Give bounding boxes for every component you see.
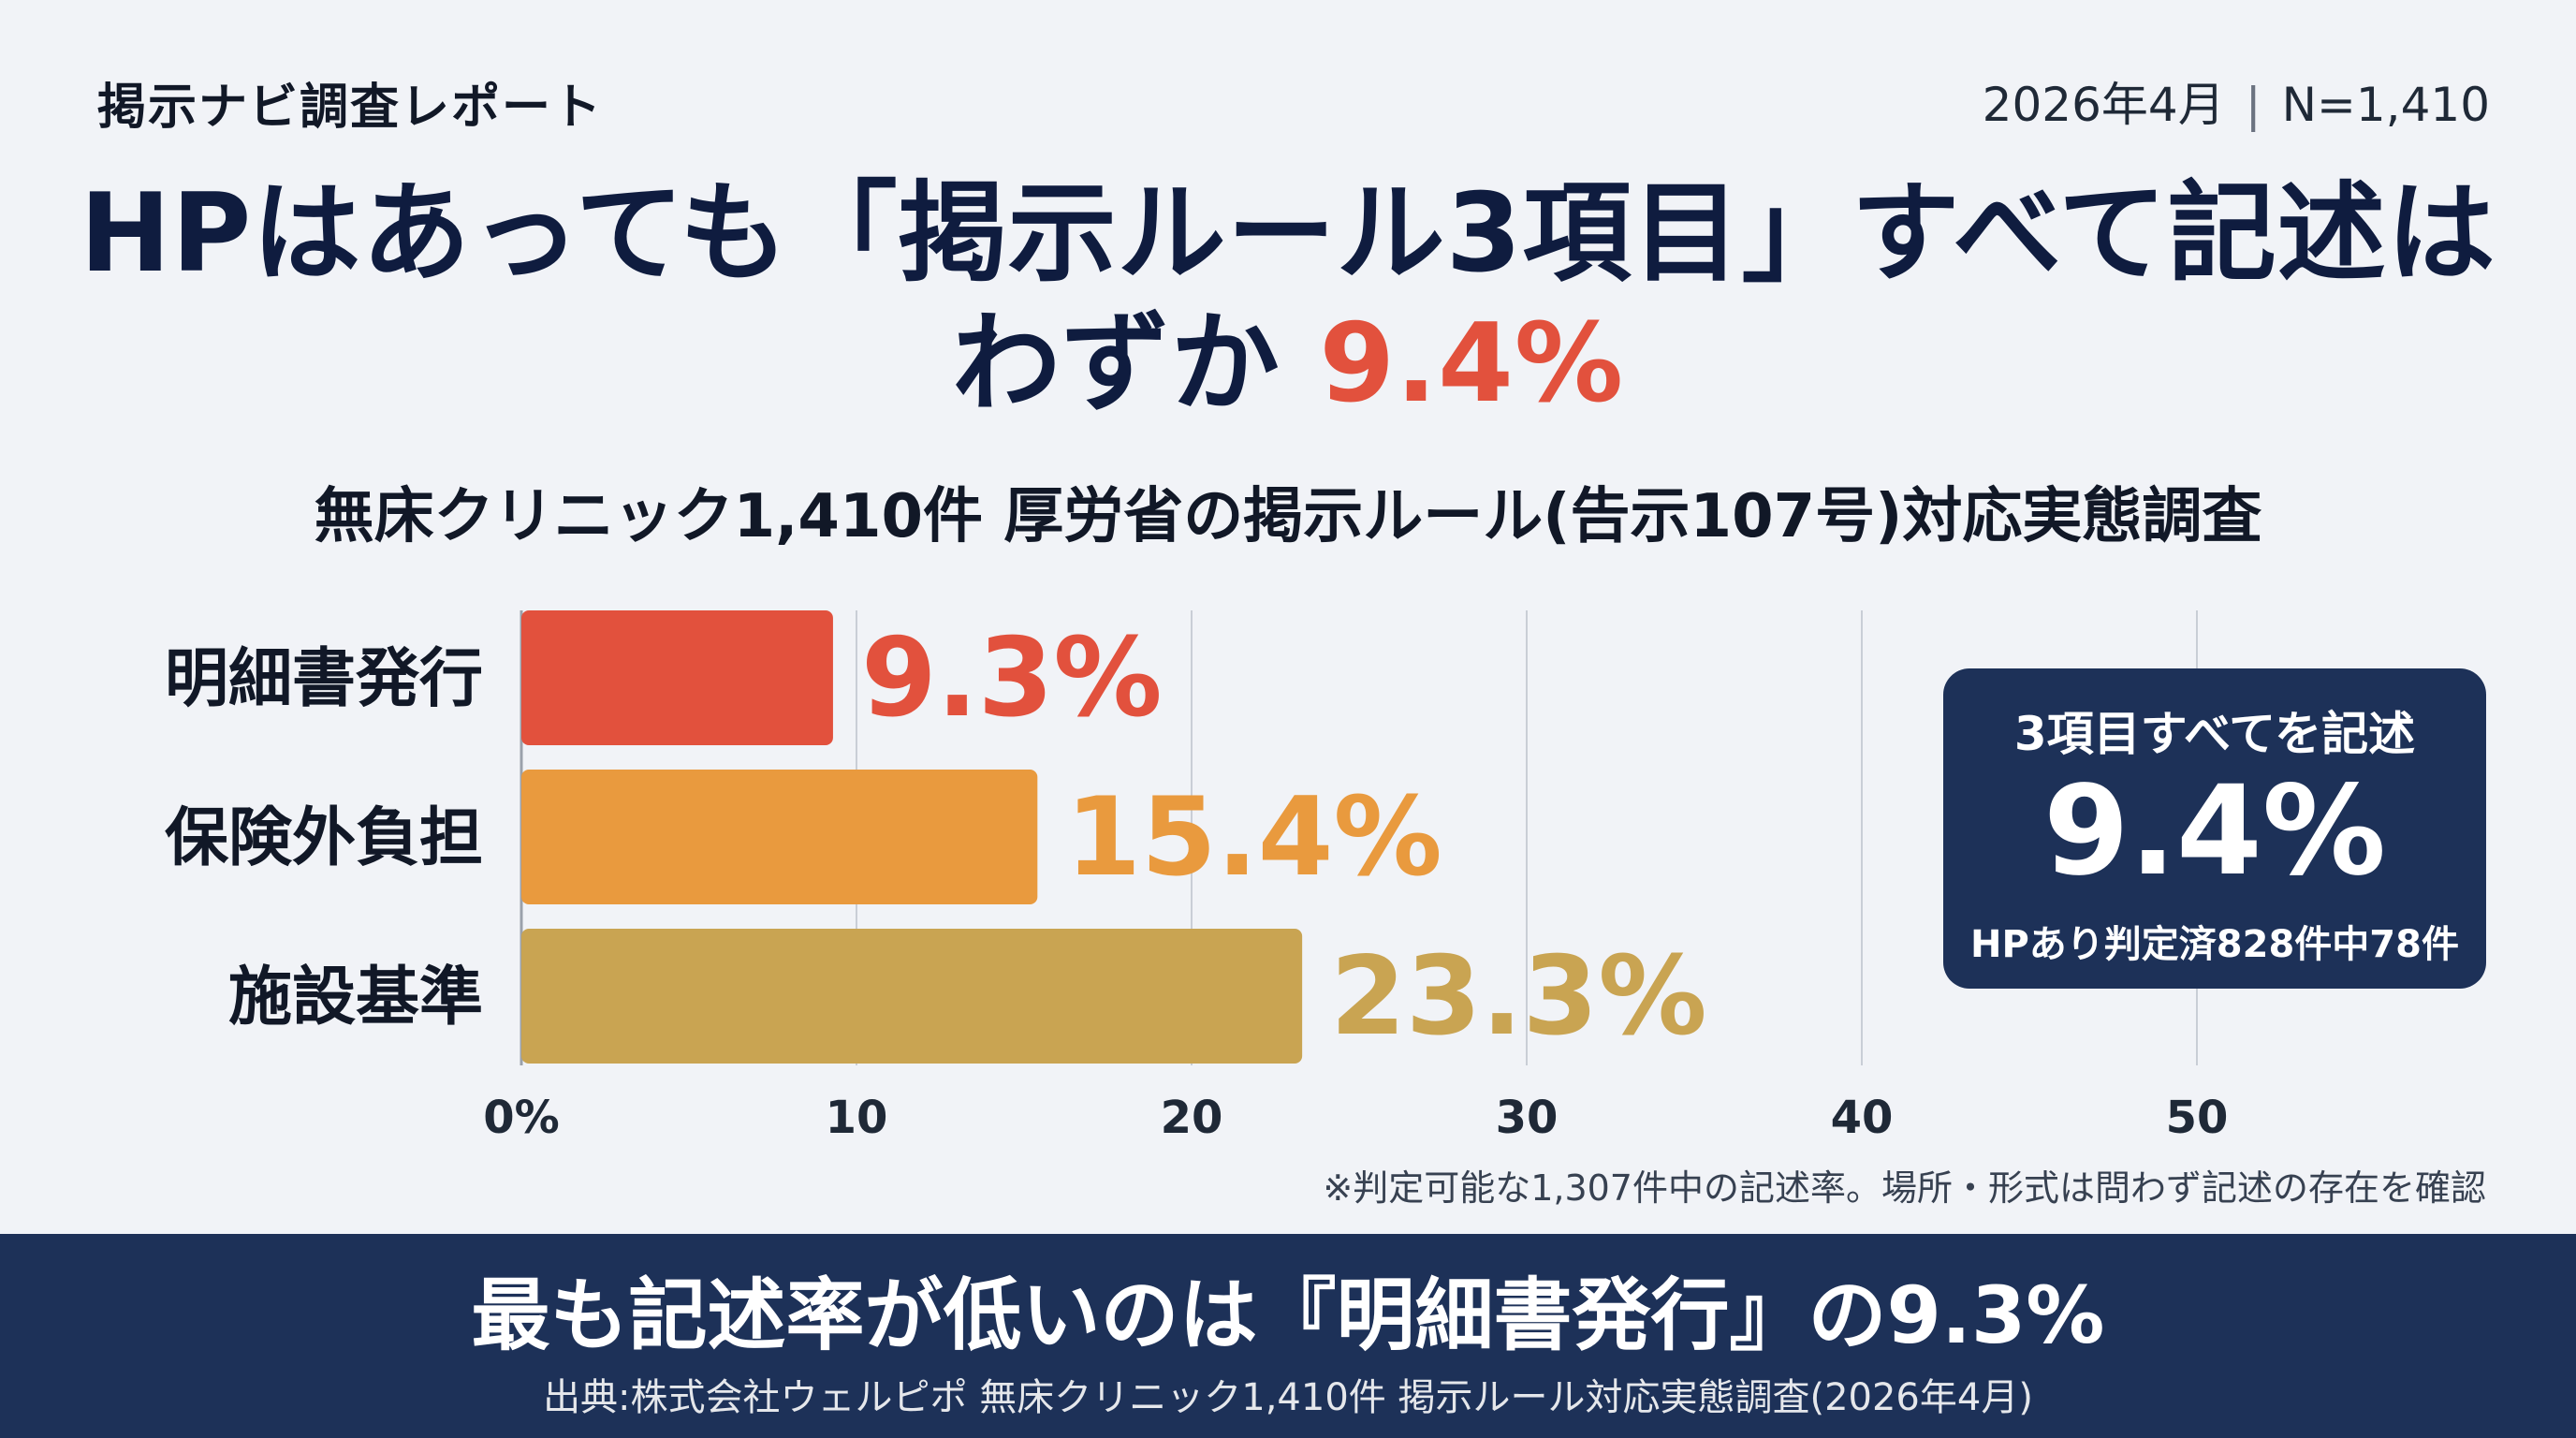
headline-line-1: HPはあっても「掲示ルール3項目」すべて記述は — [80, 170, 2496, 297]
bar — [521, 770, 1038, 904]
bar — [521, 610, 833, 745]
report-brand: 掲示ナビ調査レポート — [97, 80, 604, 136]
label-layer: 明細書発行 9.3% 保険外負担 15.4% 施設基準 23.3% — [165, 615, 1707, 1060]
tick-layer: 0% 10 20 30 40 50 — [483, 1092, 2228, 1144]
x-tick-label: 0% — [483, 1092, 560, 1144]
x-tick-label: 20 — [1161, 1092, 1223, 1144]
summary-callout: 3項目すべてを記述 9.4% HPあり判定済828件中78件 — [1943, 668, 2486, 989]
chart-note: ※判定可能な1,307件中の記述率。場所・形式は問わず記述の存在を確認 — [1323, 1167, 2486, 1209]
chart-subtitle: 無床クリニック1,410件 厚労省の掲示ルール(告示107号)対応実態調査 — [314, 482, 2262, 551]
bar-layer — [521, 610, 1303, 1064]
data-label: 9.3% — [861, 615, 1163, 741]
bar — [521, 929, 1303, 1064]
callout-detail: HPあり判定済828件中78件 — [1970, 923, 2459, 966]
callout-title: 3項目すべてを記述 — [2013, 707, 2416, 761]
meta-separator: | — [2245, 78, 2261, 132]
x-tick-label: 40 — [1831, 1092, 1894, 1144]
footer-source: 出典:株式会社ウェルピポ 無床クリニック1,410件 掲示ルール対応実態調査(2… — [543, 1376, 2033, 1419]
headline-highlight: 9.4% — [1319, 301, 1625, 428]
x-tick-label: 50 — [2166, 1092, 2229, 1144]
data-label: 23.3% — [1330, 933, 1706, 1060]
footer-banner: 最も記述率が低いのは『明細書発行』の9.3% 出典:株式会社ウェルピポ 無床クリ… — [0, 1234, 2576, 1438]
report-date: 2026年4月 — [1982, 78, 2225, 132]
x-tick-label: 10 — [826, 1092, 888, 1144]
sample-size: N=1,410 — [2281, 78, 2490, 132]
x-tick-label: 30 — [1496, 1092, 1559, 1144]
footer-message: 最も記述率が低いのは『明細書発行』の9.3% — [471, 1269, 2105, 1361]
category-label: 保険外負担 — [165, 801, 483, 875]
headline-prefix: わずか — [951, 301, 1281, 428]
data-label: 15.4% — [1065, 774, 1442, 901]
category-label: 施設基準 — [228, 961, 483, 1034]
callout-value: 9.4% — [2042, 759, 2387, 903]
headline: HPはあっても「掲示ルール3項目」すべて記述は わずか 9.4% — [0, 169, 2576, 429]
headline-line-2: わずか 9.4% — [0, 299, 2576, 429]
category-label: 明細書発行 — [165, 642, 483, 716]
report-meta: 2026年4月 | N=1,410 — [1983, 67, 2490, 135]
